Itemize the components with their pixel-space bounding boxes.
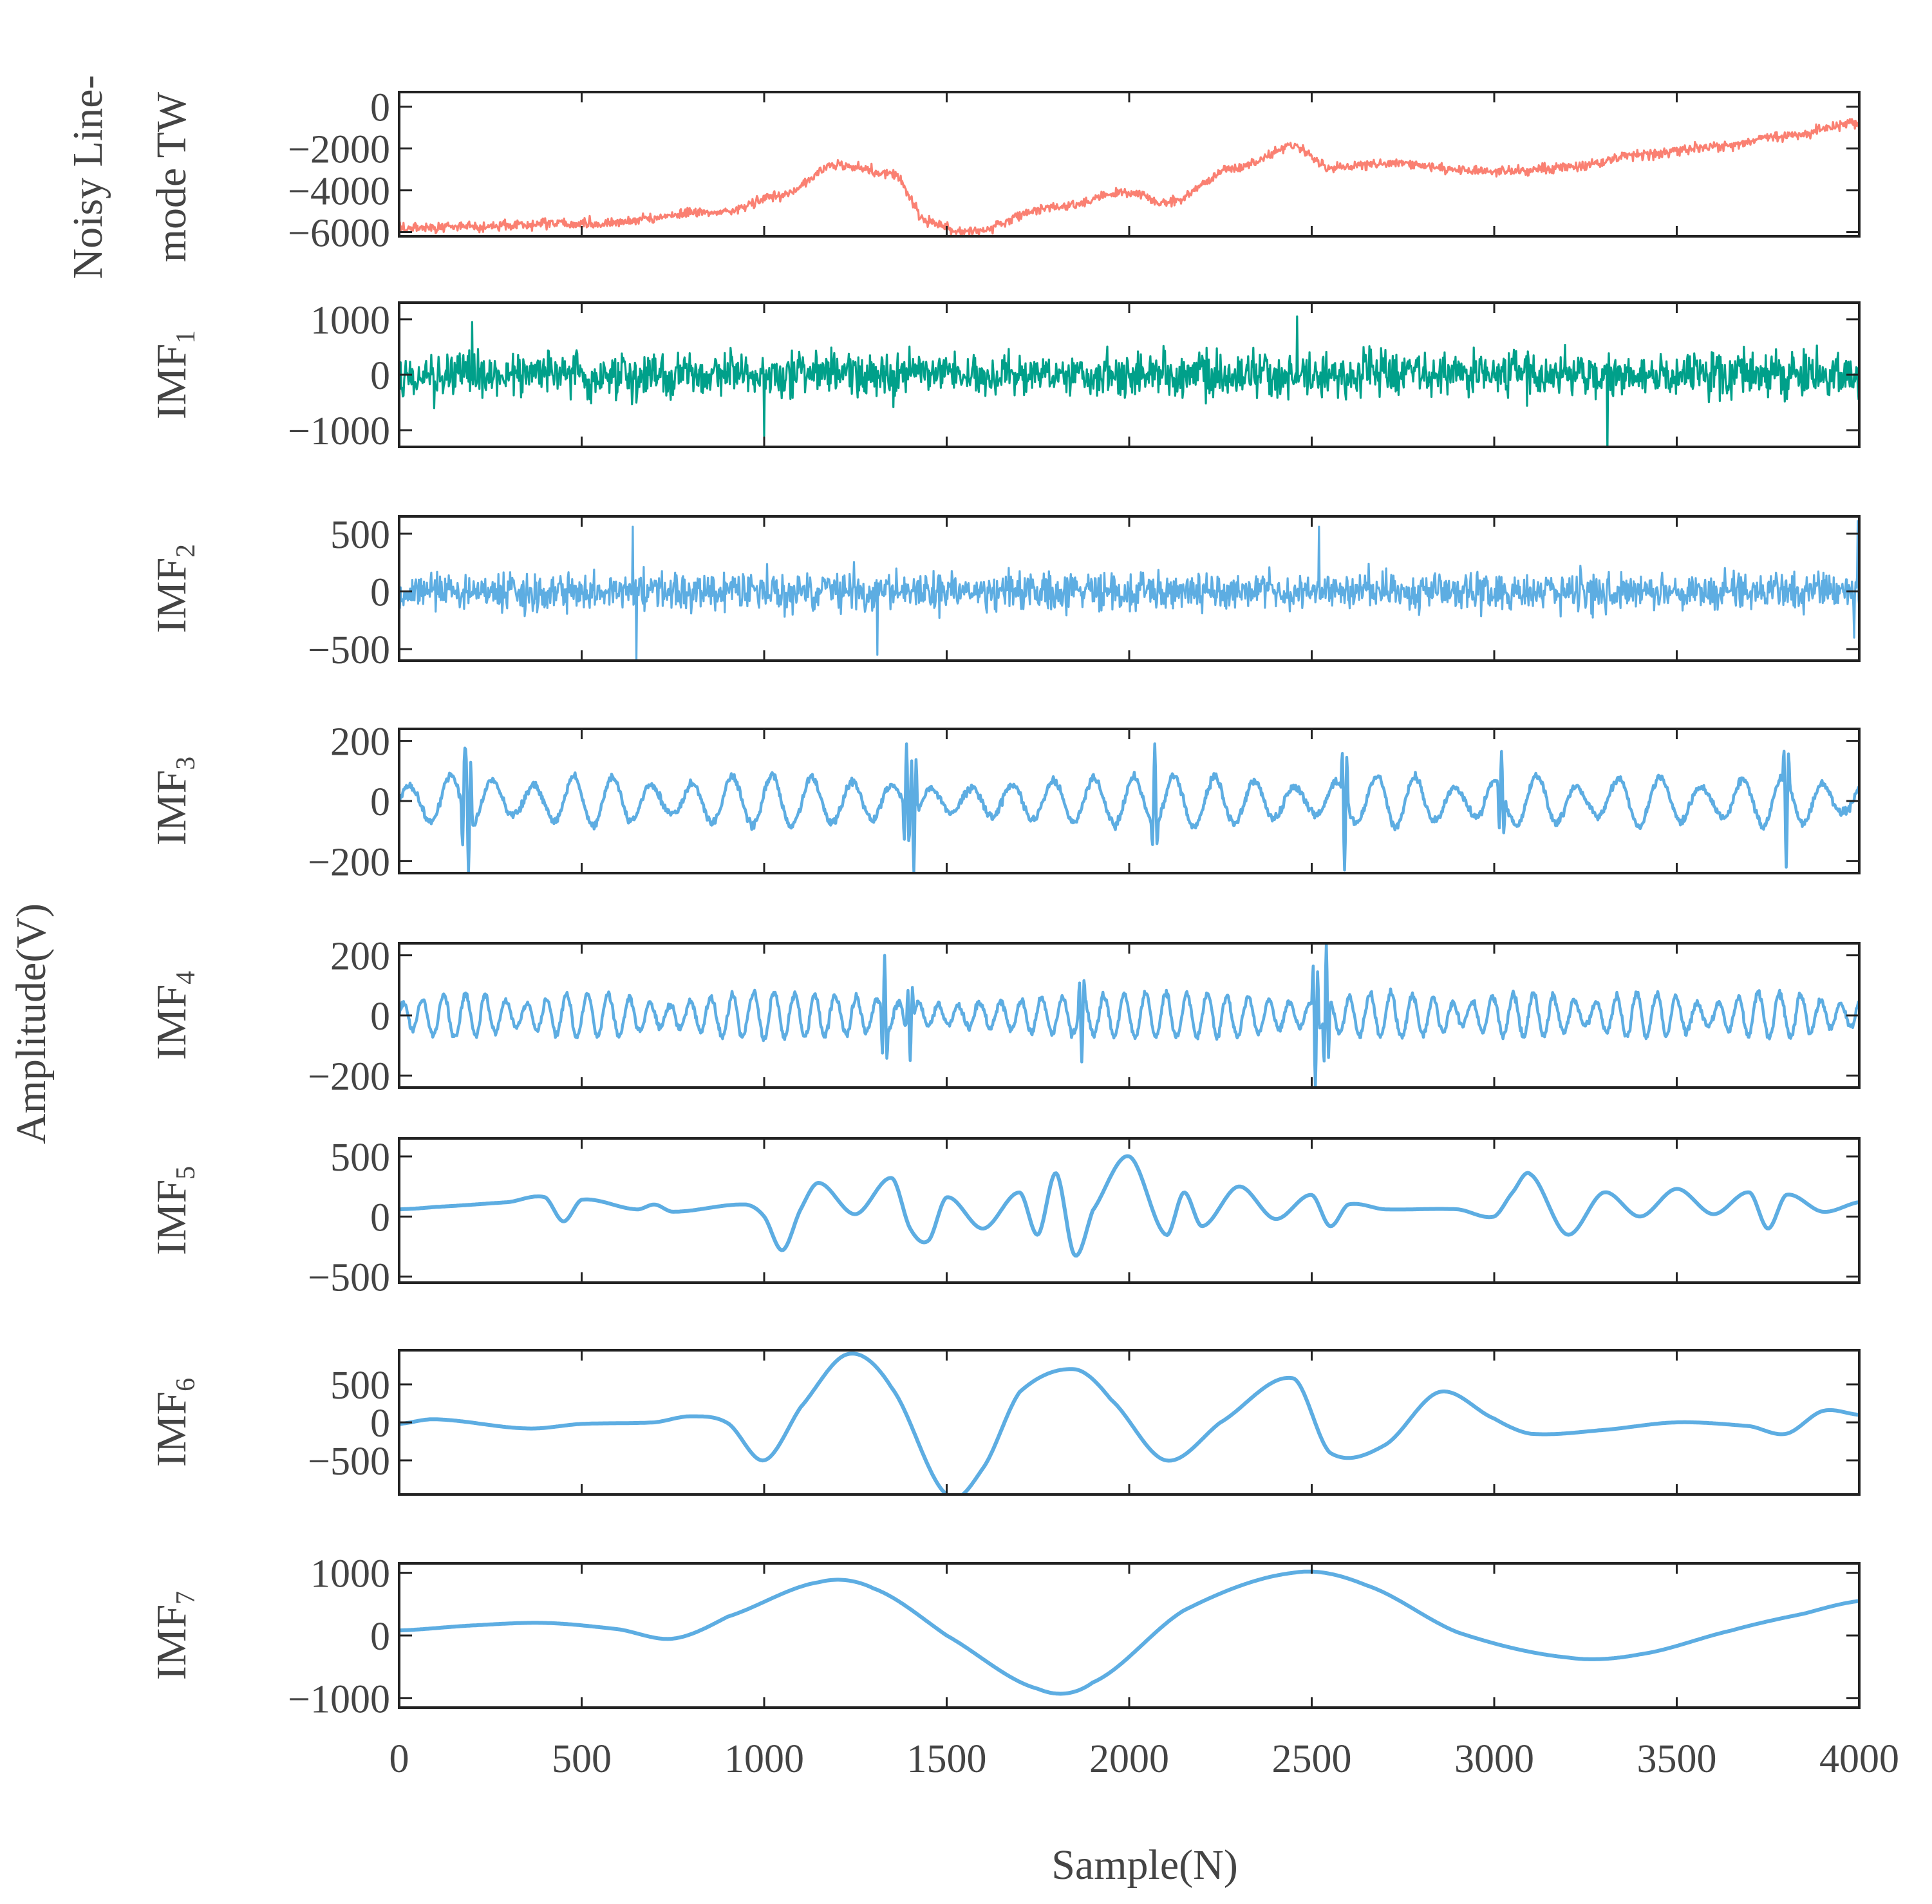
series-line-imf5 xyxy=(399,1154,1859,1258)
panel-ylabel-subscript: 3 xyxy=(171,757,201,770)
x-axis-tick-labels: 0 500 1000 1500 2000 2500 3000 3500 4000 xyxy=(389,1737,1900,1781)
x-tick-label: 500 xyxy=(552,1737,612,1781)
x-tick-label: 2000 xyxy=(1089,1737,1169,1781)
series-line-imf2 xyxy=(399,520,1859,661)
series-line-noisy xyxy=(399,118,1859,236)
subplot-imf5: 500 0 −500 IMF5 xyxy=(148,1136,1861,1300)
panel-ylabel-imf5: IMF5 xyxy=(148,1166,201,1255)
x-tick-label: 4000 xyxy=(1819,1737,1899,1781)
panel-ylabel-imf1: IMF1 xyxy=(148,330,201,419)
x-tick-label: 3000 xyxy=(1454,1737,1534,1781)
y-tick-label: 0 xyxy=(370,780,390,824)
panel-ylabel-imf2: IMF2 xyxy=(148,544,201,633)
y-tick-label: 1000 xyxy=(310,1552,390,1596)
y-tick-label: −1000 xyxy=(288,1677,390,1721)
y-tick-label: 500 xyxy=(330,513,390,557)
y-tick-label: 0 xyxy=(370,354,390,398)
panel-ylabel-imf6: IMF6 xyxy=(148,1378,201,1467)
y-tick-label: −500 xyxy=(308,1440,390,1484)
panel-ylabel-text: IMF xyxy=(148,770,195,845)
panel-ylabel-text: IMF xyxy=(148,1180,195,1255)
panel-ylabel-line: mode TW xyxy=(148,91,195,262)
panel-ylabel-subscript: 6 xyxy=(171,1378,201,1391)
series-line-imf3 xyxy=(399,742,1859,873)
panel-ylabel-subscript: 7 xyxy=(171,1591,201,1605)
panel-ylabel-text: IMF xyxy=(148,558,195,633)
y-tick-label: −1000 xyxy=(288,410,390,453)
panel-ylabel-text: IMF xyxy=(148,344,195,419)
x-tick-label: 2500 xyxy=(1272,1737,1352,1781)
panel-ylabel-imf3: IMF3 xyxy=(148,757,201,845)
x-tick-label: 0 xyxy=(389,1737,409,1781)
y-tick-label: 0 xyxy=(370,1615,390,1659)
panel-ylabel-text: IMF xyxy=(148,985,195,1060)
subplot-imf7: 1000 0 −1000 IMF7 xyxy=(148,1552,1861,1721)
subplot-noisy: 0−2000−4000−6000 Noisy Line-mode TW xyxy=(64,75,1861,279)
y-tick-label: −500 xyxy=(308,1256,390,1300)
panel-ylabel-subscript: 4 xyxy=(171,971,201,985)
x-tick-label: 1000 xyxy=(724,1737,804,1781)
subplot-imf1: 1000 0 −1000 IMF1 xyxy=(148,299,1861,453)
y-tick-label: −4000 xyxy=(288,170,390,214)
subplot-imf2: 500 0 −500 IMF2 xyxy=(148,513,1861,672)
y-tick-label: 500 xyxy=(330,1364,390,1408)
series-line-imf1 xyxy=(399,315,1859,447)
y-tick-label: −500 xyxy=(308,628,390,672)
series-line-imf4 xyxy=(399,943,1859,1088)
subplot-imf4: 200 0 −200 IMF4 xyxy=(148,935,1861,1098)
y-tick-label: −200 xyxy=(308,1055,390,1098)
series-line-imf6 xyxy=(399,1352,1859,1494)
y-tick-label: −2000 xyxy=(288,128,390,172)
panel-ylabel-text: IMF xyxy=(148,1605,195,1680)
y-tick-label: 0 xyxy=(370,1196,390,1239)
y-tick-label: 0 xyxy=(370,570,390,614)
panel-ylabel-text: IMF xyxy=(148,1391,195,1467)
series-line-imf7 xyxy=(399,1569,1859,1696)
panel-ylabel-imf7: IMF7 xyxy=(148,1591,201,1680)
y-tick-label: 1000 xyxy=(310,299,390,343)
y-tick-label: −200 xyxy=(308,840,390,884)
y-tick-label: 200 xyxy=(330,935,390,979)
panel-ylabel-subscript: 1 xyxy=(171,330,201,344)
y-tick-label: 0 xyxy=(370,995,390,1039)
y-tick-label: 0 xyxy=(370,86,390,130)
subplot-imf3: 200 0 −200 IMF3 xyxy=(148,721,1861,884)
x-tick-label: 3500 xyxy=(1637,1737,1717,1781)
panel-ylabel-line: Noisy Line- xyxy=(64,75,111,279)
panel-ylabel-subscript: 2 xyxy=(171,544,201,558)
y-tick-label: 200 xyxy=(330,721,390,764)
x-axis-title: Sample(N) xyxy=(1051,1842,1238,1889)
y-axis-title: Amplitude(V) xyxy=(8,903,55,1144)
panel-ylabel-subscript: 5 xyxy=(171,1166,201,1180)
y-tick-label: 0 xyxy=(370,1402,390,1446)
y-tick-label: −6000 xyxy=(288,212,390,256)
x-tick-label: 1500 xyxy=(907,1737,987,1781)
panel-ylabel-imf4: IMF4 xyxy=(148,971,201,1060)
y-tick-label: 500 xyxy=(330,1136,390,1180)
